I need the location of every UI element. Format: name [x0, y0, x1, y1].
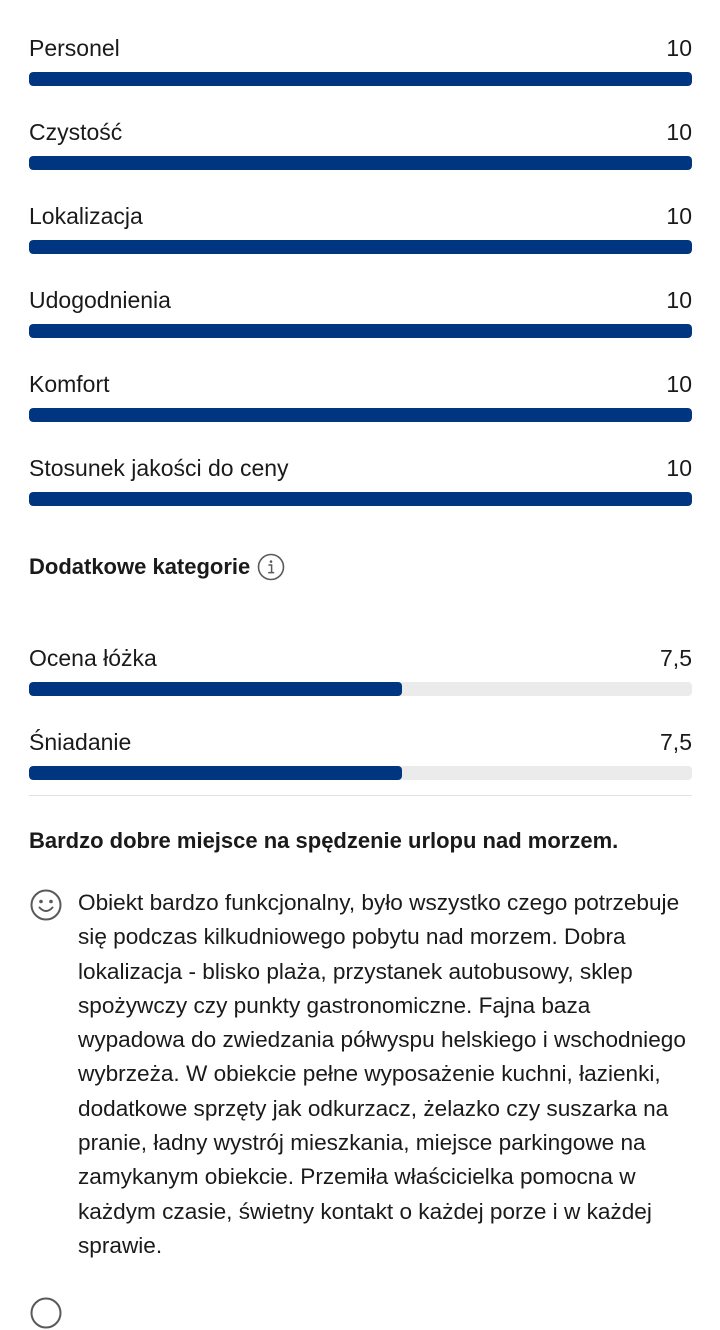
- rating-row-stosunek-jakosci: Stosunek jakości do ceny 10: [29, 420, 692, 506]
- rating-row-ocena-lozka: Ocena łóżka 7,5: [29, 610, 692, 696]
- extra-categories-title: Dodatkowe kategorie: [29, 554, 251, 579]
- rating-label: Komfort: [29, 371, 110, 397]
- rating-bar-fill: [29, 408, 692, 422]
- smile-icon: [30, 889, 62, 921]
- rating-label: Czystość: [29, 119, 123, 145]
- rating-bar: [29, 766, 692, 780]
- rating-value: 7,5: [660, 645, 692, 671]
- rating-value: 10: [666, 455, 692, 481]
- rating-row-udogodnienia: Udogodnienia 10: [29, 252, 692, 338]
- rating-bar: [29, 408, 692, 422]
- rating-value: 10: [666, 287, 692, 313]
- rating-bar-fill: [29, 492, 692, 506]
- rating-row-sniadanie: Śniadanie 7,5: [29, 694, 692, 780]
- rating-bar-fill: [29, 324, 692, 338]
- rating-label: Śniadanie: [29, 729, 132, 755]
- review-positive: Obiekt bardzo funkcjonalny, było wszystk…: [29, 886, 692, 1263]
- rating-row-personel: Personel 10: [29, 0, 692, 86]
- rating-label: Ocena łóżka: [29, 645, 157, 671]
- rating-bar: [29, 492, 692, 506]
- rating-row-lokalizacja: Lokalizacja 10: [29, 168, 692, 254]
- extra-ratings-list: Ocena łóżka 7,5 Śniadanie 7,5: [29, 610, 692, 780]
- rating-value: 10: [666, 203, 692, 229]
- rating-row-czystosc: Czystość 10: [29, 84, 692, 170]
- rating-value: 7,5: [660, 729, 692, 755]
- extra-categories-header: Dodatkowe kategorie: [29, 551, 285, 583]
- rating-bar: [29, 240, 692, 254]
- review-scores: Personel 10 Czystość 10 Lokalizacja 10 U…: [29, 0, 692, 1329]
- rating-bar: [29, 682, 692, 696]
- review-positive-text: Obiekt bardzo funkcjonalny, było wszystk…: [78, 890, 686, 1258]
- rating-bar-fill: [29, 682, 402, 696]
- review-title: Bardzo dobre miejsce na spędzenie urlopu…: [29, 828, 619, 853]
- rating-label: Stosunek jakości do ceny: [29, 455, 289, 481]
- rating-value: 10: [666, 35, 692, 61]
- rating-bar: [29, 324, 692, 338]
- rating-bar: [29, 72, 692, 86]
- rating-label: Personel: [29, 35, 120, 61]
- rating-bar-fill: [29, 72, 692, 86]
- section-divider: [29, 795, 692, 796]
- rating-bar-fill: [29, 156, 692, 170]
- rating-row-komfort: Komfort 10: [29, 336, 692, 422]
- info-icon[interactable]: [257, 553, 285, 581]
- rating-bar: [29, 156, 692, 170]
- rating-label: Udogodnienia: [29, 287, 171, 313]
- rating-label: Lokalizacja: [29, 203, 143, 229]
- sad-icon: [30, 1297, 62, 1329]
- main-ratings-list: Personel 10 Czystość 10 Lokalizacja 10 U…: [29, 0, 692, 506]
- rating-bar-fill: [29, 240, 692, 254]
- rating-value: 10: [666, 119, 692, 145]
- rating-value: 10: [666, 371, 692, 397]
- rating-bar-fill: [29, 766, 402, 780]
